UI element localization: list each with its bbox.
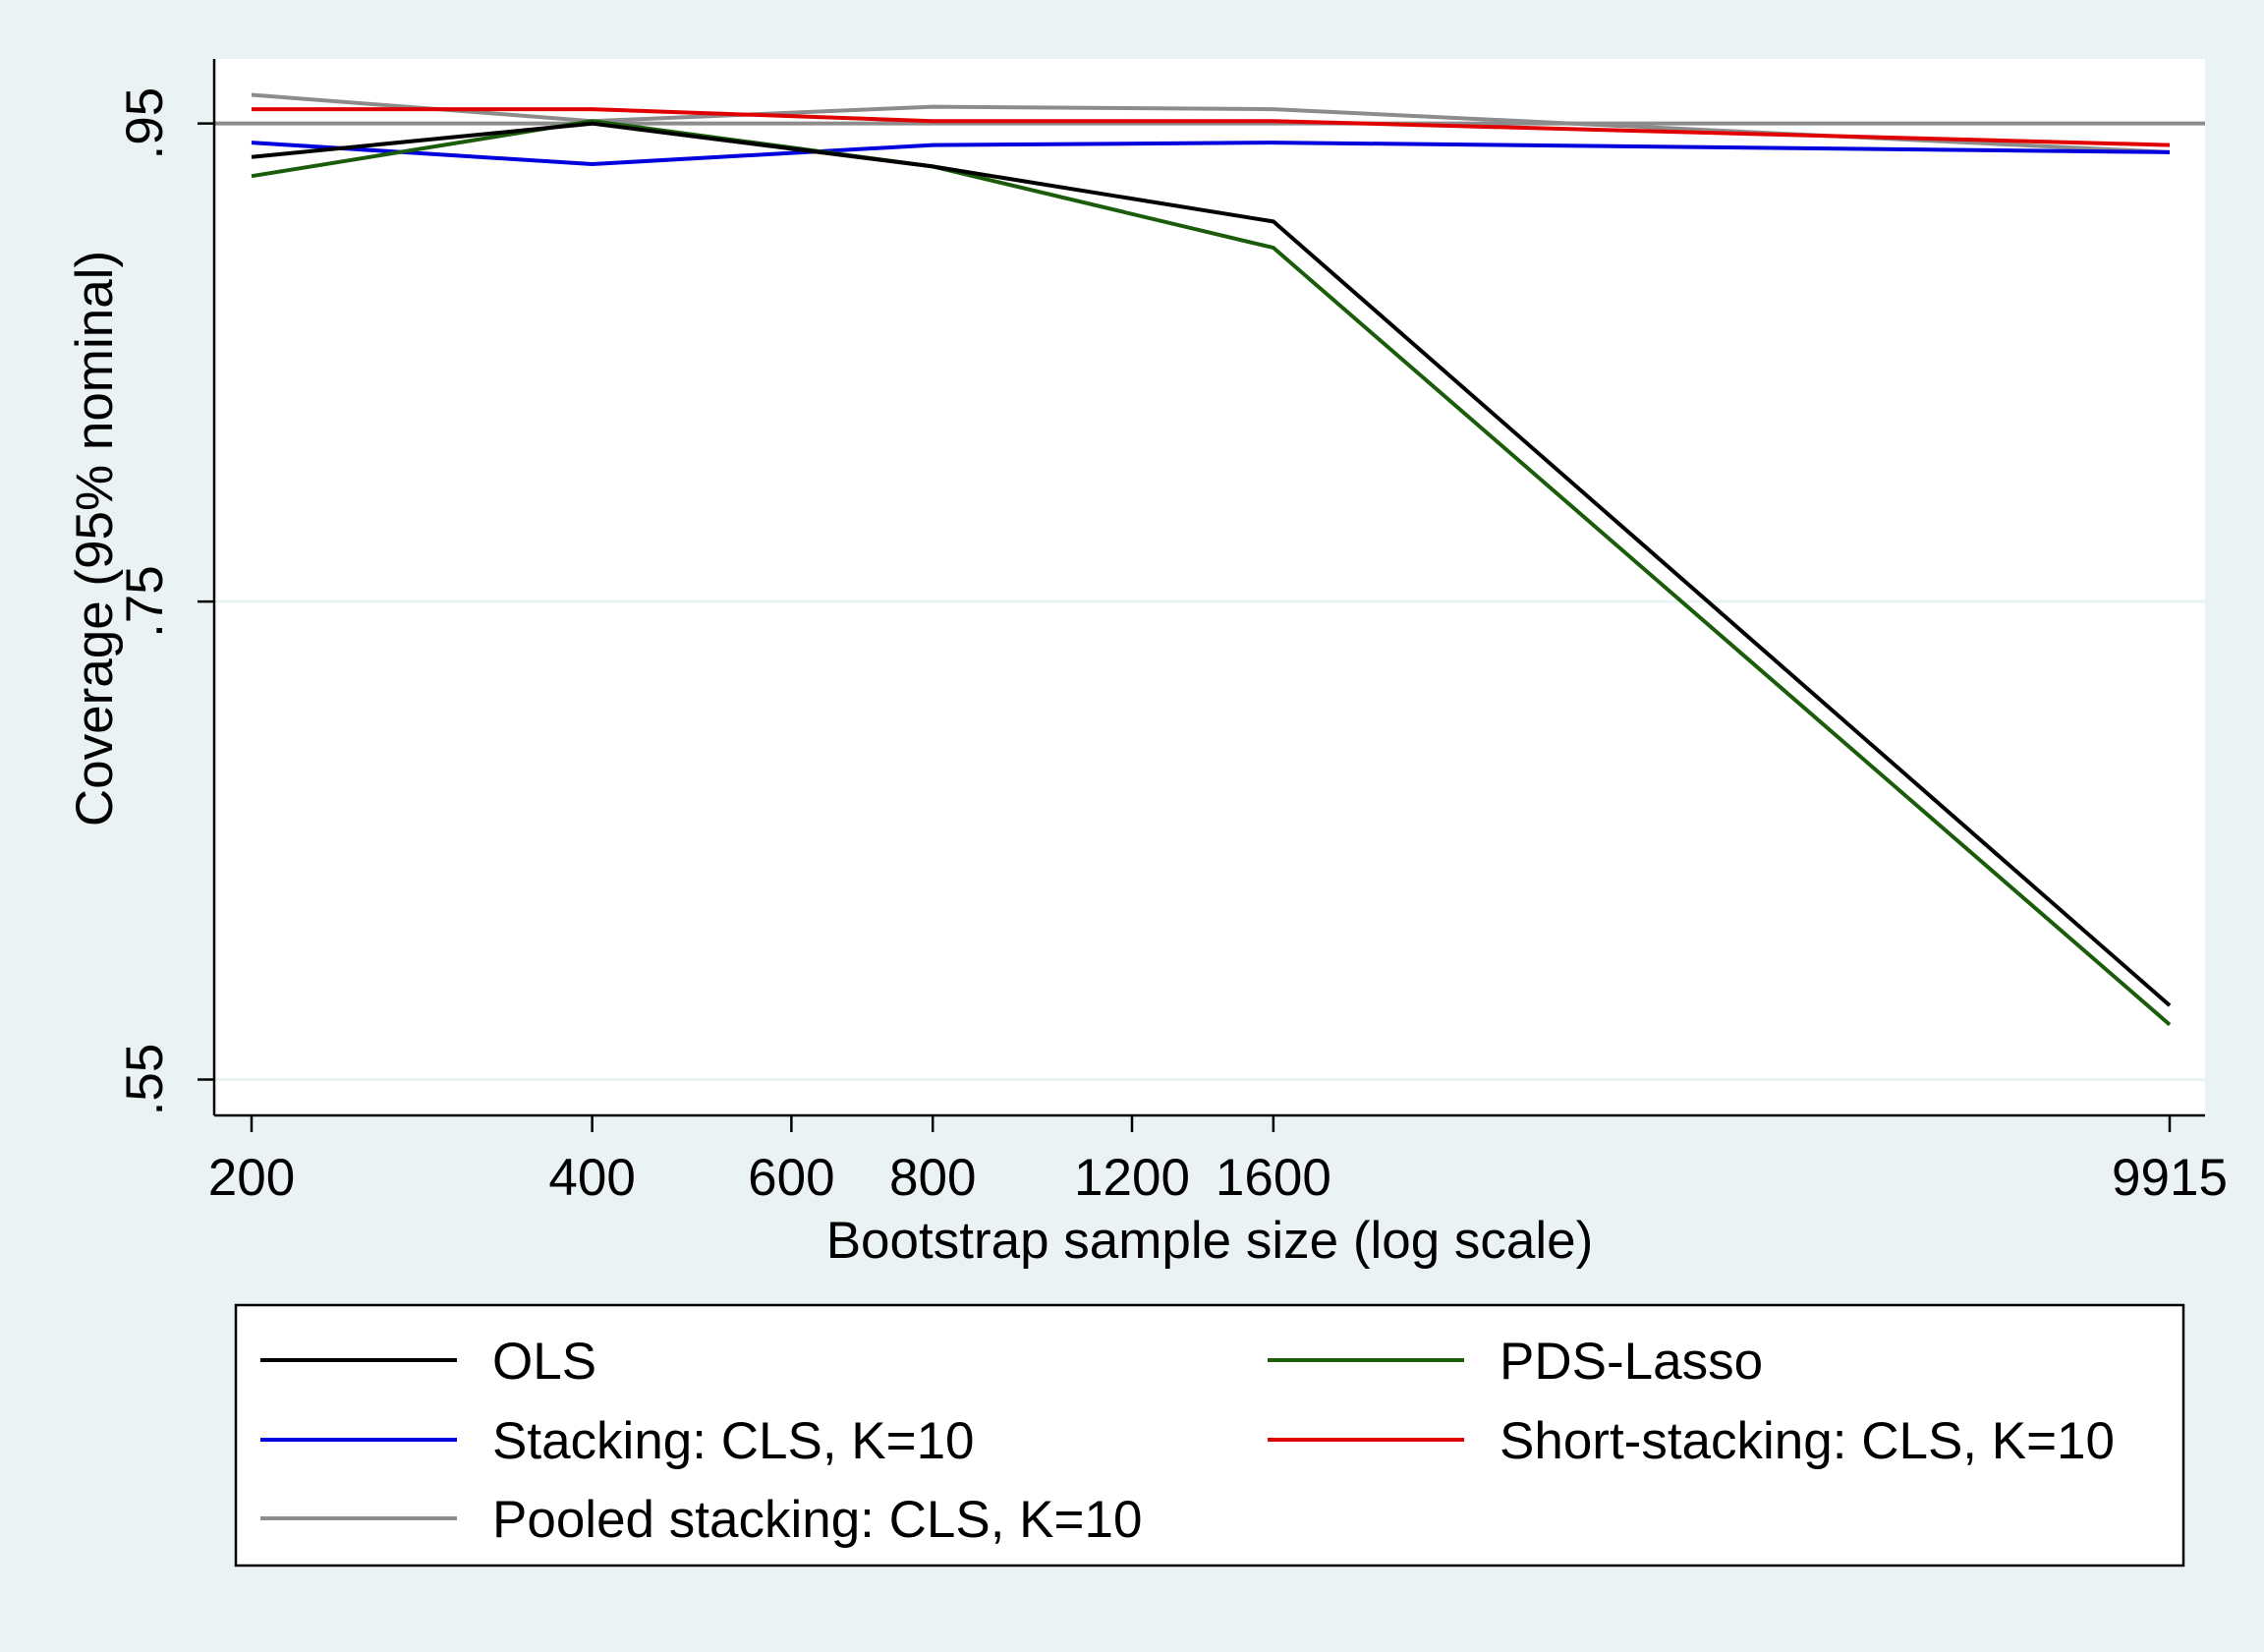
y-tick-label: .55 bbox=[116, 1044, 174, 1116]
axes bbox=[212, 59, 2205, 1117]
y-axis-label: Coverage (95% nominal) bbox=[66, 251, 124, 826]
series-lines bbox=[214, 92, 2205, 1027]
legend-label: Pooled stacking: CLS, K=10 bbox=[492, 1491, 1142, 1549]
x-tick-label: 800 bbox=[889, 1149, 976, 1207]
y-tick-label: .95 bbox=[116, 87, 174, 160]
y-ticks: .55 .75 .95 bbox=[116, 87, 214, 1116]
y-tick-label: .75 bbox=[116, 565, 174, 638]
series-line bbox=[251, 92, 2171, 154]
x-axis-label: Bootstrap sample size (log scale) bbox=[826, 1212, 1594, 1270]
legend-box bbox=[234, 1303, 2185, 1567]
series-line bbox=[251, 121, 2172, 1007]
x-ticks: 200 400 600 800 1200 1600 9915 bbox=[208, 1115, 2228, 1207]
legend-label: Short-stacking: CLS, K=10 bbox=[1500, 1412, 2115, 1470]
legend-label: OLS bbox=[492, 1333, 596, 1391]
x-tick-label: 600 bbox=[748, 1149, 834, 1207]
legend: OLS PDS-Lasso Stacking: CLS, K=10 Short-sta… bbox=[260, 1333, 2115, 1549]
legend-label: Stacking: CLS, K=10 bbox=[492, 1412, 975, 1470]
x-tick-label: 400 bbox=[548, 1149, 635, 1207]
x-tick-label: 200 bbox=[208, 1149, 295, 1207]
series-line bbox=[252, 107, 2171, 147]
x-tick-label: 1200 bbox=[1074, 1149, 1190, 1207]
plot-area bbox=[214, 59, 2205, 1115]
legend-label: PDS-Lasso bbox=[1500, 1333, 1763, 1391]
series-line bbox=[251, 141, 2171, 166]
x-tick-label: 9915 bbox=[2112, 1149, 2228, 1207]
x-tick-label: 1600 bbox=[1216, 1149, 1331, 1207]
